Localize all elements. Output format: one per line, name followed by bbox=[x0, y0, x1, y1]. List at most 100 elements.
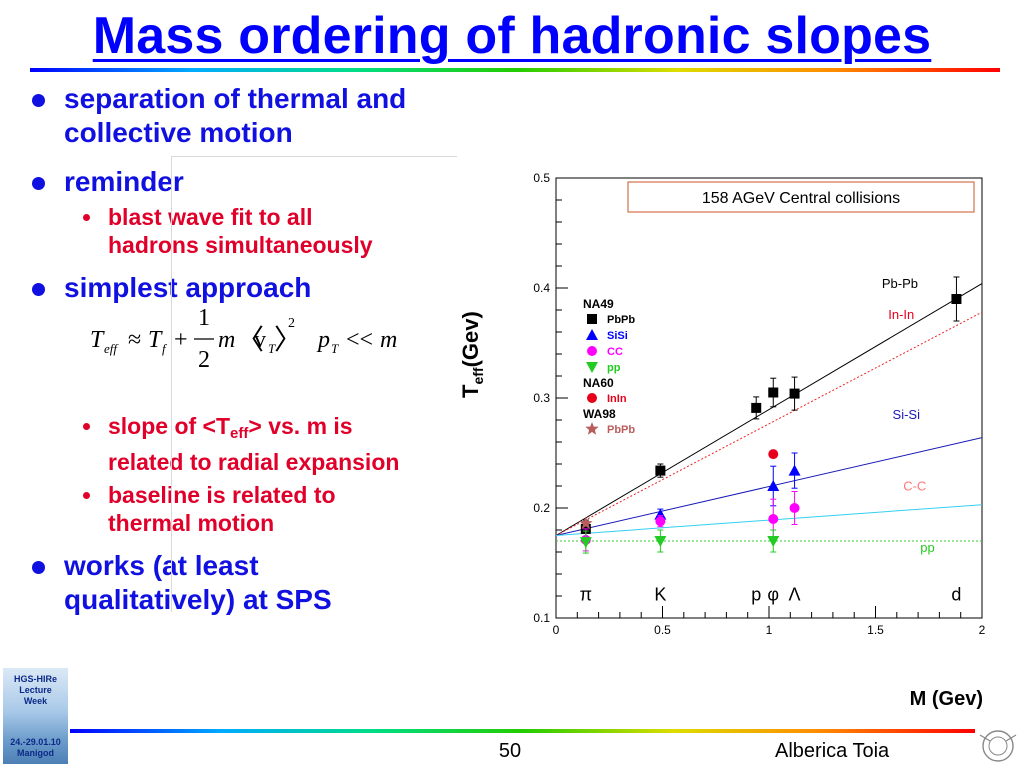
particle-label-: π bbox=[580, 584, 592, 604]
x-tick-label: 1.5 bbox=[867, 623, 884, 637]
bullet-separation: separation of thermal and collective mot… bbox=[28, 82, 488, 150]
fit-line-pb-pb bbox=[555, 283, 983, 536]
legend-marker-pp bbox=[586, 362, 598, 373]
point-cc bbox=[789, 503, 800, 513]
formula-plus: + bbox=[174, 327, 188, 353]
formula-tf: T bbox=[148, 327, 163, 353]
bullet-works-line2: qualitatively) at SPS bbox=[64, 584, 332, 615]
formula-m2: m bbox=[380, 327, 397, 353]
x-axis-label: M (Gev) bbox=[910, 688, 983, 710]
cern-logo-icon bbox=[979, 730, 1017, 762]
fit-line-in-in bbox=[555, 311, 983, 536]
subbullet-slope-line2: related to radial expansion bbox=[108, 449, 400, 475]
bullet-simplest-approach: simplest approach bbox=[28, 271, 488, 305]
legend-marker-sisi bbox=[586, 329, 598, 340]
subbullet-slope: slope of <Teff> vs. m is related to radi… bbox=[28, 412, 488, 476]
point-pbpb bbox=[789, 388, 800, 399]
point-pp bbox=[579, 537, 592, 549]
legend-label-inin: InIn bbox=[607, 393, 627, 405]
formula-v-sub: T bbox=[268, 341, 276, 356]
teff-formula: T eff ≈ T f + 1 2 m 〈 v T 〉 2 p T << m bbox=[90, 305, 397, 373]
footer-rainbow-rule bbox=[70, 729, 975, 733]
y-axis-label-t: T bbox=[458, 384, 483, 398]
formula-denominator: 2 bbox=[198, 347, 210, 373]
point-pbpb bbox=[768, 387, 779, 398]
subbullet-slope-subscript: eff bbox=[230, 425, 249, 442]
formula-pt: p bbox=[316, 327, 330, 353]
formula-approx: ≈ bbox=[128, 327, 141, 353]
title-rainbow-rule bbox=[30, 68, 1000, 72]
legend-group-na60: NA60 bbox=[583, 376, 614, 390]
chart-title: 158 AGeV Central collisions bbox=[702, 190, 900, 207]
point-inin bbox=[768, 449, 779, 460]
legend-label-cc: CC bbox=[607, 346, 623, 358]
formula-square: 2 bbox=[288, 316, 295, 331]
x-tick-label: 2 bbox=[979, 623, 986, 637]
author-name: Alberica Toia bbox=[775, 740, 890, 762]
formula-pt-sub: T bbox=[331, 341, 339, 356]
line-label-si-si: Si-Si bbox=[893, 407, 921, 422]
formula-v: v bbox=[254, 327, 266, 353]
bullet-works-line1: works (at least bbox=[64, 550, 259, 581]
slide-title: Mass ordering of hadronic slopes bbox=[92, 7, 932, 65]
bullet-reminder: reminder bbox=[28, 165, 488, 199]
subbullet-baseline-line1: baseline is related to bbox=[108, 482, 336, 508]
formula-rangle: 〉 bbox=[274, 324, 302, 356]
bullet-list: separation of thermal and collective mot… bbox=[28, 82, 488, 617]
legend-label-pbpb: PbPb bbox=[607, 314, 635, 326]
legend-marker-pbpb bbox=[585, 422, 599, 435]
legend-group-na49: NA49 bbox=[583, 297, 614, 311]
subbullet-baseline-line2: thermal motion bbox=[108, 510, 275, 536]
y-tick-label: 0.2 bbox=[533, 501, 550, 515]
legend-group-wa98: WA98 bbox=[583, 407, 616, 421]
y-tick-label: 0.1 bbox=[533, 611, 550, 625]
x-tick-label: 0 bbox=[553, 623, 560, 637]
formula-eff: eff bbox=[104, 341, 119, 356]
point-pbpb bbox=[751, 402, 762, 413]
formula-frame bbox=[171, 156, 457, 612]
badge-line4: 24.-29.01.10 bbox=[10, 737, 61, 747]
bullet-works: works (at least qualitatively) at SPS bbox=[28, 549, 488, 617]
point-wa98-pbpb bbox=[579, 516, 593, 530]
subbullet-baseline: baseline is related to thermal motion bbox=[28, 481, 488, 537]
subbullet-blast-wave: blast wave fit to all hadrons simultaneo… bbox=[28, 203, 488, 259]
fit-line-si-si bbox=[555, 437, 983, 536]
line-label-c-c: C-C bbox=[903, 478, 926, 493]
formula-f: f bbox=[162, 341, 168, 356]
legend-marker-cc bbox=[587, 346, 597, 356]
formula-much-less: << bbox=[346, 327, 373, 353]
point-cc bbox=[768, 514, 779, 524]
particle-label-: Λ bbox=[789, 584, 801, 604]
data-points bbox=[579, 276, 962, 554]
particle-label-d: d bbox=[951, 584, 961, 604]
subbullet-slope-part-b: > vs. m is bbox=[248, 413, 353, 439]
legend: NA49 PbPb SiSi CC pp NA60 InIn WA98 PbPb bbox=[583, 297, 635, 436]
x-tick-label: 1 bbox=[766, 623, 773, 637]
particle-label-: φ bbox=[767, 584, 779, 604]
point-pbpb bbox=[951, 294, 962, 304]
legend-marker-inin bbox=[587, 393, 597, 403]
formula-m: m bbox=[218, 327, 235, 353]
point-pbpb bbox=[655, 465, 666, 476]
point-pp bbox=[654, 536, 667, 547]
legend-label-pbpb: PbPb bbox=[607, 424, 635, 436]
point-sisi bbox=[788, 464, 801, 476]
particle-label-k: K bbox=[654, 584, 666, 604]
formula-numerator: 1 bbox=[198, 305, 210, 331]
y-tick-label: 0.3 bbox=[533, 391, 550, 405]
lecture-week-badge: HGS-HIRe Lecture Week 24.-29.01.10 Manig… bbox=[3, 668, 68, 764]
point-pp bbox=[767, 536, 780, 547]
y-tick-label: 0.4 bbox=[533, 281, 550, 295]
legend-label-sisi: SiSi bbox=[607, 330, 628, 342]
subbullet-blast-wave-line1: blast wave fit to all bbox=[108, 204, 313, 230]
line-label-pb-pb: Pb-Pb bbox=[882, 276, 918, 291]
formula-langle: 〈 bbox=[236, 324, 264, 356]
x-tick-label: 0.5 bbox=[654, 623, 671, 637]
page-number: 50 bbox=[498, 740, 522, 762]
point-sisi bbox=[767, 480, 780, 491]
formula-t: T bbox=[90, 327, 105, 353]
y-axis-label-sub: eff bbox=[470, 367, 486, 384]
y-axis-label-unit: (Gev) bbox=[458, 311, 483, 367]
